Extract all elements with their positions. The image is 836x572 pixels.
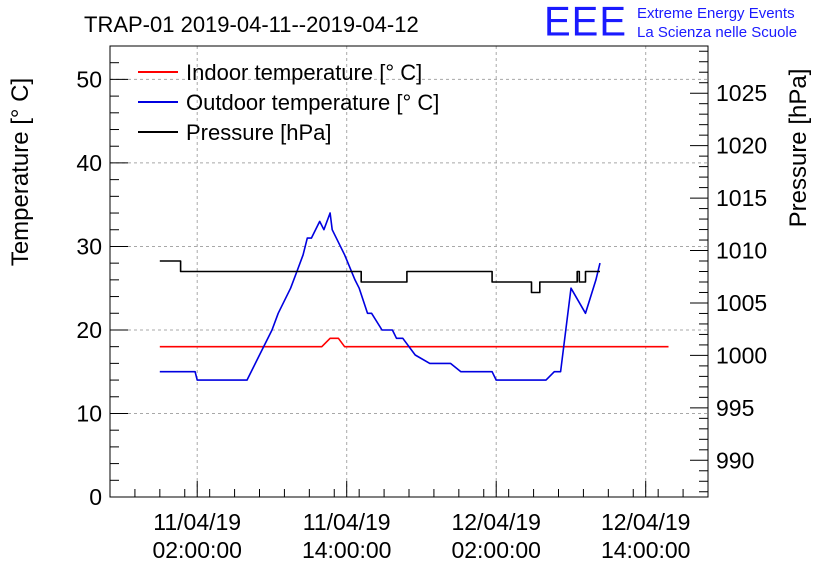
y2-tick-label: 1000 [716,342,767,368]
y2-axis-title: Pressure [hPa] [785,69,812,228]
y2-tick-label: 995 [716,395,754,421]
y2-tick-label: 1015 [716,185,767,211]
x-tick-label-date: 12/04/19 [451,509,541,535]
series-lines [159,212,669,381]
y-tick-label: 40 [76,150,102,176]
chart-title: TRAP-01 2019-04-11--2019-04-12 [84,12,419,37]
x-tick-label-date: 11/04/19 [153,509,241,535]
logo-line-2: La Scienza nelle Scuole [637,24,798,41]
y2-tick-label: 1005 [716,290,767,316]
series-line-2 [159,260,600,294]
x-tick-label-date: 11/04/19 [303,509,391,535]
y-axis-title: Temperature [° C] [7,78,34,266]
y-tick-label: 20 [76,317,102,343]
y2-tick-label: 990 [716,447,754,473]
eee-logo: EEE Extreme Energy Events La Scienza nel… [544,0,834,46]
series-line-1 [159,212,601,381]
x-tick-label-time: 02:00:00 [451,537,541,563]
x-tick-label-time: 02:00:00 [152,537,242,563]
legend: Indoor temperature [° C] Outdoor temperat… [138,60,439,145]
y-tick-label: 10 [76,400,102,426]
x-tick-label-time: 14:00:00 [302,537,392,563]
y-tick-label: 50 [76,66,102,92]
eee-logo-mark: EEE [544,0,628,46]
logo-line-1: Extreme Energy Events [637,5,795,22]
legend-label: Outdoor temperature [° C] [186,90,439,115]
legend-label: Indoor temperature [° C] [186,60,422,85]
axis-ticks [109,45,709,498]
y2-tick-label: 1020 [716,133,767,159]
y-tick-label: 0 [89,484,102,510]
x-tick-label-date: 12/04/19 [601,509,691,535]
legend-label: Pressure [hPa] [186,120,332,145]
tick-labels: 0102030405099099510001005101010151020102… [76,66,767,563]
x-tick-label-time: 14:00:00 [601,537,691,563]
y-tick-label: 30 [76,233,102,259]
y2-tick-label: 1025 [716,80,767,106]
series-line-0 [159,337,669,348]
grid-lines [110,46,708,497]
y2-tick-label: 1010 [716,238,767,264]
